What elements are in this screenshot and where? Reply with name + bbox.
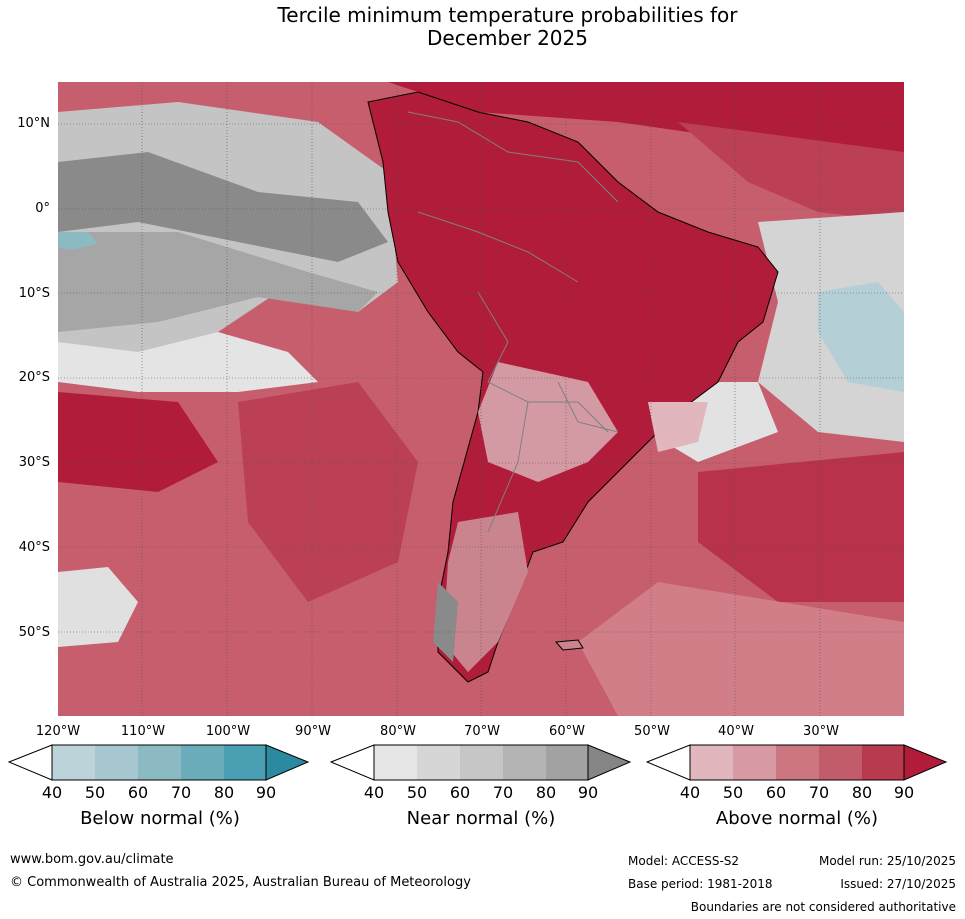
lat-label-40s: 40°S — [18, 540, 50, 555]
field-above-90-sw — [58, 392, 218, 492]
field-near-80-pacific — [58, 232, 378, 332]
colorbar-near-arrow-right — [587, 744, 632, 781]
field-above-90-ne — [388, 82, 904, 192]
near-tick-40: 40 — [363, 783, 385, 802]
probability-map — [58, 82, 904, 716]
land-patagonia-grey — [433, 582, 458, 662]
colorbar-above-normal — [646, 744, 948, 781]
colorbar-above-seg-2 — [733, 745, 776, 780]
footer-issued: Issued: 27/10/2025 — [840, 877, 956, 891]
below-tick-70: 70 — [170, 783, 192, 802]
footer-model: Model: ACCESS-S2 — [628, 854, 740, 868]
below-tick-50: 50 — [84, 783, 106, 802]
footer-copyright: © Commonwealth of Australia 2025, Austra… — [10, 875, 471, 890]
lon-label-90w: 90°W — [295, 724, 331, 739]
colorbar-below-arrow-left — [8, 744, 53, 781]
near-tick-50: 50 — [406, 783, 428, 802]
land-above-60-interior — [478, 362, 618, 482]
below-tick-60: 60 — [127, 783, 149, 802]
colorbar-above-seg-3 — [776, 745, 819, 780]
below-tick-80: 80 — [213, 783, 235, 802]
title-line-1: Tercile minimum temperature probabilitie… — [277, 3, 738, 27]
colorbar-below-seg-2 — [95, 745, 138, 780]
lon-label-70w: 70°W — [464, 724, 500, 739]
land-east-brazil-light — [648, 402, 708, 452]
above-tick-90: 90 — [893, 783, 915, 802]
colorbar-near-seg-2 — [417, 745, 460, 780]
colorbar-near-normal — [330, 744, 632, 781]
footer-url[interactable]: www.bom.gov.au/climate — [10, 852, 174, 867]
colorbar-below-seg-5 — [224, 745, 266, 780]
colorbar-near-seg-1 — [374, 745, 417, 780]
colorbar-near-seg-4 — [503, 745, 546, 780]
lon-label-120w: 120°W — [35, 724, 81, 739]
field-above-80-ne — [678, 122, 904, 222]
land-near-southern-cone — [443, 512, 528, 672]
lon-label-100w: 100°W — [205, 724, 251, 739]
above-tick-50: 50 — [722, 783, 744, 802]
lat-label-50s: 50°S — [18, 625, 50, 640]
below-tick-90: 90 — [255, 783, 277, 802]
field-near-90-pacific — [58, 152, 388, 262]
field-near-south-pacific — [58, 567, 138, 647]
colorbar-below-seg-3 — [138, 745, 181, 780]
near-tick-60: 60 — [449, 783, 471, 802]
lat-label-10n: 10°N — [17, 116, 50, 131]
footer-model-run: Model run: 25/10/2025 — [818, 854, 956, 868]
lat-label-10s: 10°S — [18, 286, 50, 301]
above-tick-70: 70 — [808, 783, 830, 802]
country-borders — [407, 111, 619, 533]
colorbar-above-arrow-left — [646, 744, 691, 781]
lon-label-50w: 50°W — [634, 724, 670, 739]
colorbar-near-seg-3 — [460, 745, 503, 780]
below-tick-40: 40 — [41, 783, 63, 802]
field-above-90-south-atlantic — [698, 452, 904, 602]
colorbar-near-seg-5 — [546, 745, 588, 780]
lon-label-30w: 30°W — [803, 724, 839, 739]
title-line-2: December 2025 — [427, 26, 588, 50]
near-tick-70: 70 — [492, 783, 514, 802]
lat-label-30s: 30°S — [18, 455, 50, 470]
lon-label-80w: 80°W — [380, 724, 416, 739]
colorbar-below-title: Below normal (%) — [80, 808, 240, 829]
field-above-60-south-atlantic — [578, 582, 904, 716]
footer-disclaimer: Boundaries are not considered authoritat… — [690, 900, 956, 914]
field-below-pacific — [58, 232, 98, 250]
colorbar-above-title: Above normal (%) — [715, 808, 879, 829]
colorbar-above-arrow-right — [903, 744, 948, 781]
near-tick-90: 90 — [577, 783, 599, 802]
near-tick-80: 80 — [535, 783, 557, 802]
lon-label-110w: 110°W — [120, 724, 166, 739]
above-tick-60: 60 — [765, 783, 787, 802]
lat-label-20s: 20°S — [18, 370, 50, 385]
colorbar-below-seg-4 — [181, 745, 224, 780]
field-below-atlantic — [818, 282, 904, 392]
above-tick-80: 80 — [851, 783, 873, 802]
colorbar-above-seg-5 — [862, 745, 904, 780]
colorbar-near-arrow-left — [330, 744, 375, 781]
colorbar-below-arrow-right — [265, 744, 310, 781]
field-near-50-pacific — [58, 332, 318, 392]
footer-base-period: Base period: 1981-2018 — [628, 877, 773, 891]
lat-label-0: 0° — [35, 201, 50, 216]
colorbar-above-seg-1 — [690, 745, 733, 780]
lon-label-40w: 40°W — [718, 724, 754, 739]
above-tick-40: 40 — [679, 783, 701, 802]
colorbar-above-seg-4 — [819, 745, 862, 780]
graticule — [58, 82, 904, 716]
colorbar-below-seg-1 — [52, 745, 95, 780]
colorbar-near-title: Near normal (%) — [406, 808, 556, 829]
falkland-islands — [554, 639, 584, 651]
chart-title: Tercile minimum temperature probabilitie… — [0, 4, 965, 50]
colorbar-below-normal — [8, 744, 310, 781]
lon-label-60w: 60°W — [549, 724, 585, 739]
